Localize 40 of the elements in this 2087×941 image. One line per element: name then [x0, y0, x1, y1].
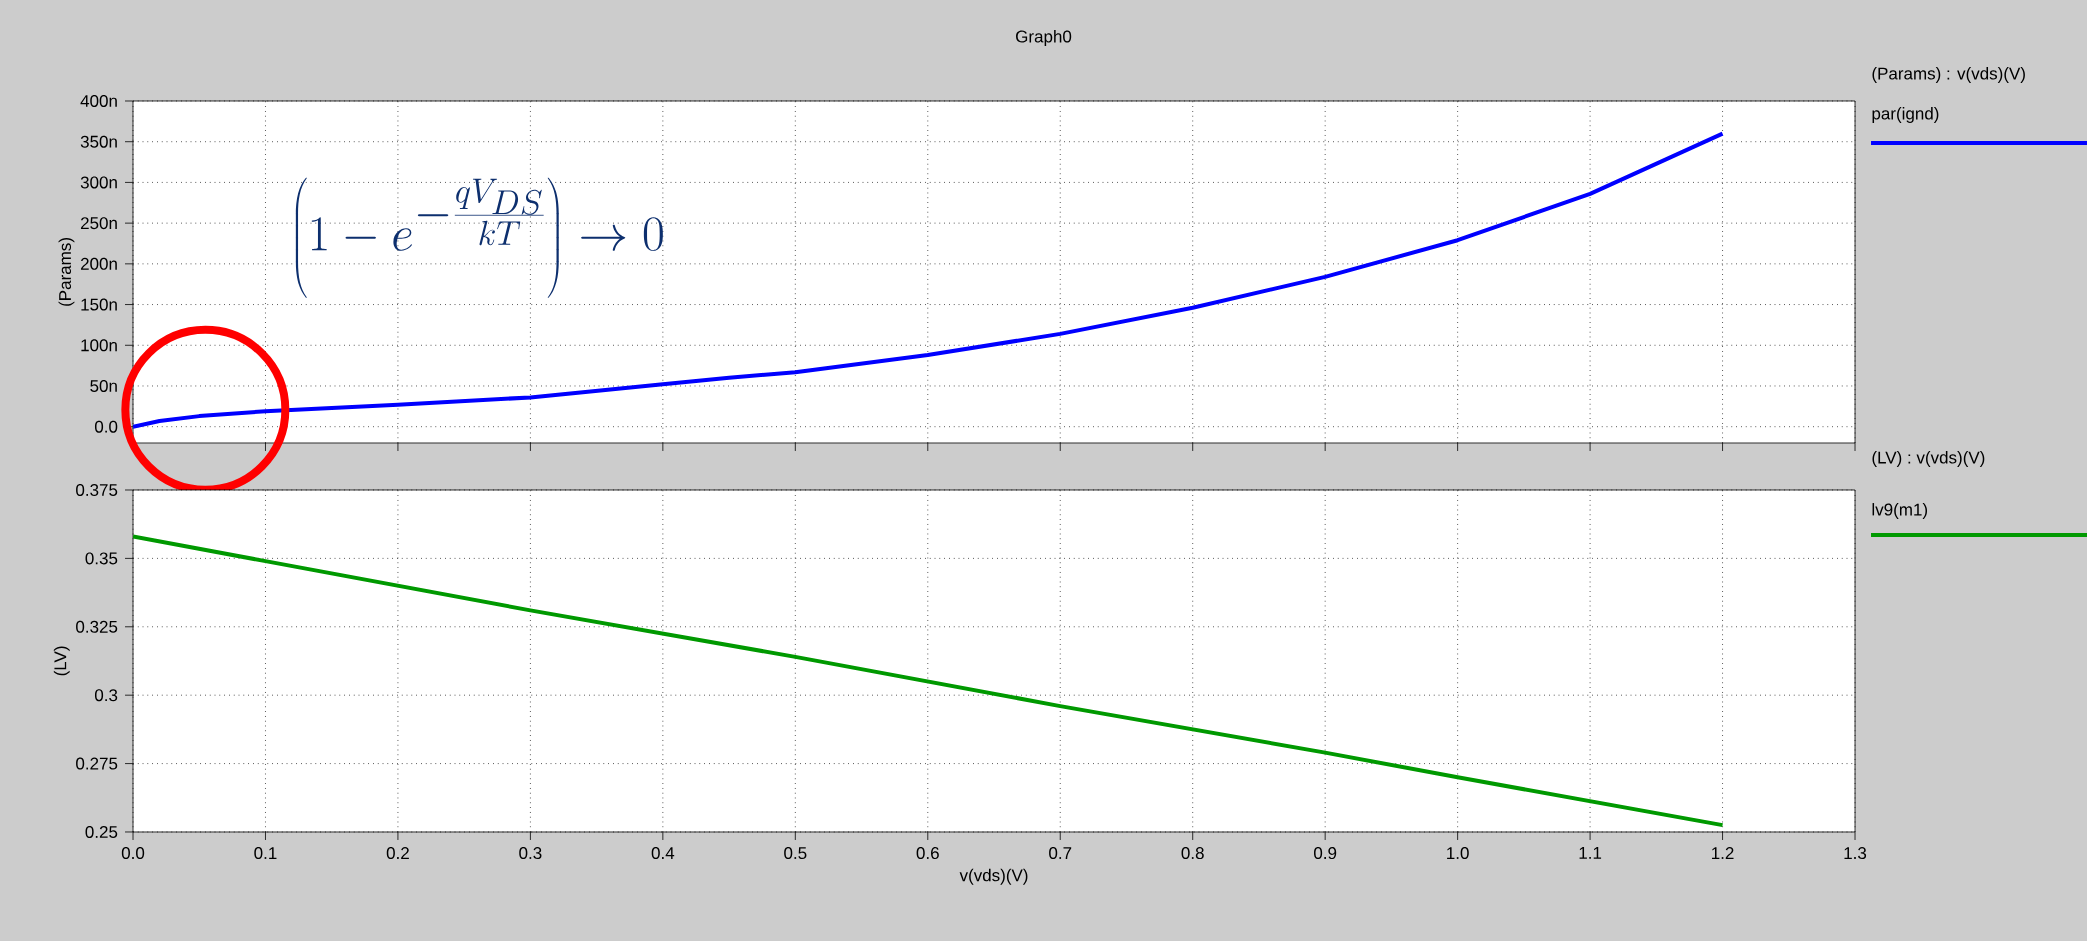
x-tick-label: 0.1: [254, 847, 277, 860]
x-tick-label: 0.9: [1314, 847, 1337, 860]
y-tick-label: 400n: [80, 94, 117, 107]
x-tick-label: 0.2: [386, 847, 409, 860]
line-series: [133, 131, 1725, 429]
y-tick-label: 0.375: [76, 483, 118, 496]
y-tick-label: 50n: [90, 379, 117, 392]
y-tick-label: 300n: [80, 176, 117, 189]
legend-title: (LV) : v(vds)(V): [1872, 451, 1985, 467]
y-tick-label: 250n: [80, 217, 117, 230]
chart-title: Graph0: [1016, 30, 1072, 46]
x-axis-title: v(vds)(V): [959, 868, 1028, 885]
x-tick-label: 1.0: [1447, 847, 1469, 860]
y-tick-label: 0.3: [94, 689, 118, 702]
line-series: [133, 534, 1725, 828]
y-axis-title: (Params): [58, 238, 75, 306]
x-tick-label: 1.3: [1844, 847, 1867, 860]
x-tick-label: 0.4: [651, 847, 675, 860]
y-tick-label: 150n: [81, 298, 117, 311]
y-tick-label: 0.325: [76, 620, 118, 633]
y-tick-label: 100n: [81, 339, 117, 352]
y-tick-label: 0.35: [85, 552, 118, 565]
y-axis-title: (LV): [53, 646, 70, 676]
x-tick-label: 1.2: [1712, 847, 1734, 859]
x-tick-label: 0.7: [1049, 847, 1072, 860]
x-tick-label: 0.3: [519, 847, 542, 860]
y-tick-label: 350n: [80, 135, 117, 148]
y-tick-label: 0.275: [76, 757, 118, 770]
text: lv9(m1): [1872, 503, 1928, 519]
x-tick-label: 0.5: [784, 847, 807, 860]
y-tick-label: 0.0: [94, 420, 118, 433]
x-tick-label: 0.8: [1181, 847, 1204, 860]
x-tick-label: 1.1: [1579, 847, 1602, 859]
text: par(ignd): [1872, 107, 1939, 123]
x-tick-label: 0.0: [121, 847, 145, 860]
annotation: $\left(1-e^{-\frac{qV_{DS}}{kT}}\right)\to 0$: [295, 177, 663, 298]
y-tick-label: 200n: [80, 257, 117, 270]
x-tick-label: 0.6: [916, 847, 939, 860]
y-tick-label: 0.25: [85, 825, 118, 838]
legend-title: (Params) : v(vds)(V): [1872, 67, 2025, 83]
